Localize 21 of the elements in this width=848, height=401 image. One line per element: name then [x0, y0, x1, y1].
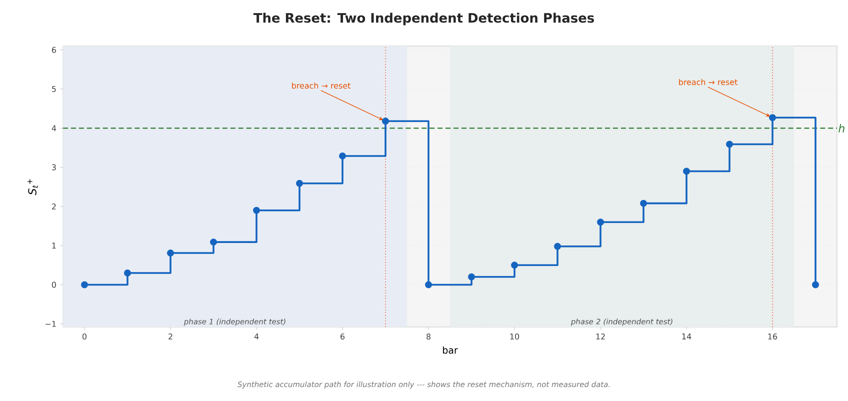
point — [554, 242, 561, 250]
point — [382, 118, 389, 125]
point — [468, 273, 475, 280]
point — [683, 168, 690, 175]
point — [253, 206, 260, 214]
point — [210, 238, 217, 246]
point — [812, 281, 819, 288]
point — [339, 152, 346, 160]
point — [511, 262, 518, 269]
point — [124, 270, 131, 276]
chart-title: The Reset: Two Independent Detection Phases — [253, 12, 594, 26]
point — [597, 218, 604, 226]
point — [425, 281, 432, 288]
point — [640, 200, 647, 207]
x-axis-title: bar — [443, 346, 458, 354]
point — [726, 140, 733, 148]
point — [296, 180, 303, 187]
point — [167, 250, 174, 257]
point — [81, 281, 88, 288]
point — [769, 114, 776, 122]
ref-line-label: h — [838, 124, 844, 132]
